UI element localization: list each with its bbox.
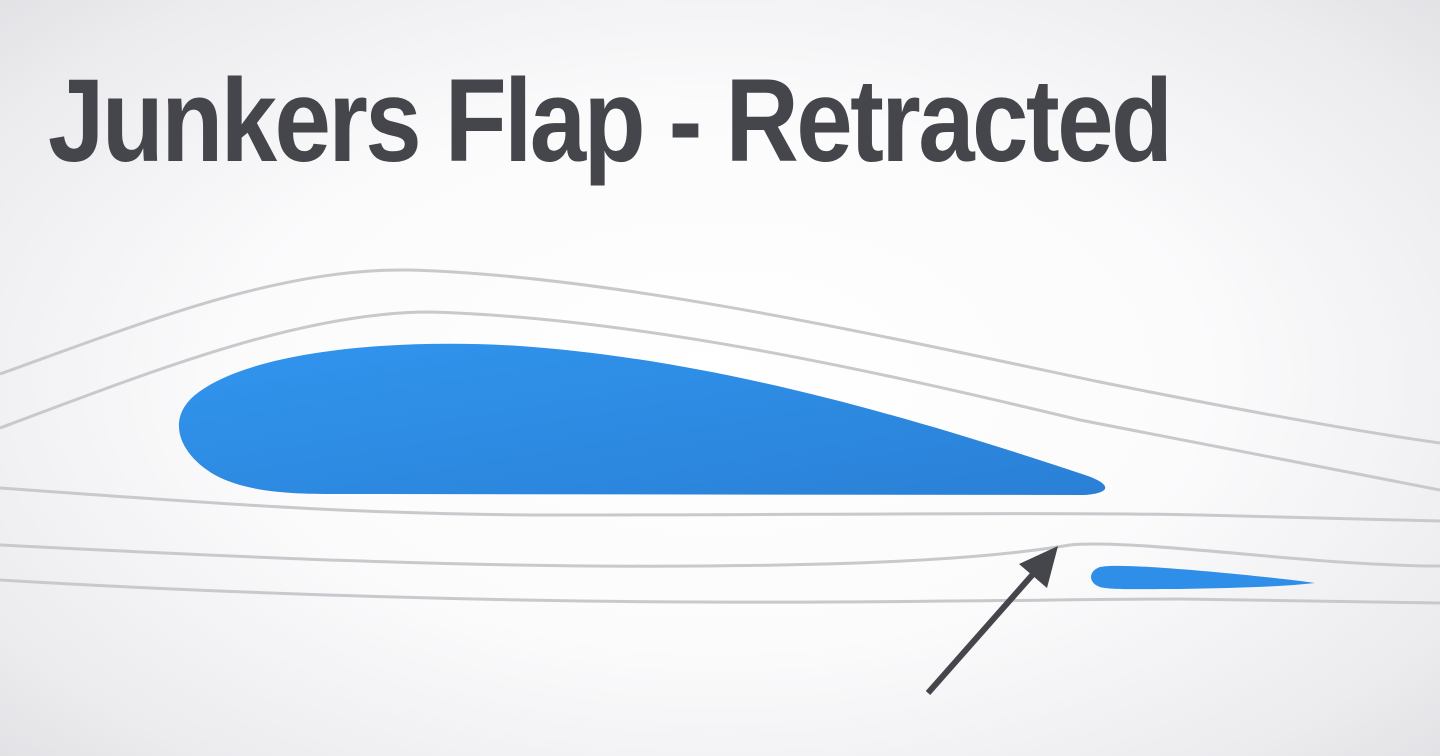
junkers-flap (1091, 565, 1315, 590)
streamline-3 (0, 486, 1440, 523)
streamline-4 (0, 542, 1440, 568)
streamline-5 (0, 578, 1440, 605)
arrow-pointer (925, 546, 1058, 695)
airflow-streamlines (0, 268, 1440, 605)
streamline-2 (0, 310, 1440, 492)
streamline-1 (0, 268, 1440, 445)
page-title: Junkers Flap - Retracted (48, 55, 1173, 187)
main-wing-airfoil (178, 343, 1106, 495)
